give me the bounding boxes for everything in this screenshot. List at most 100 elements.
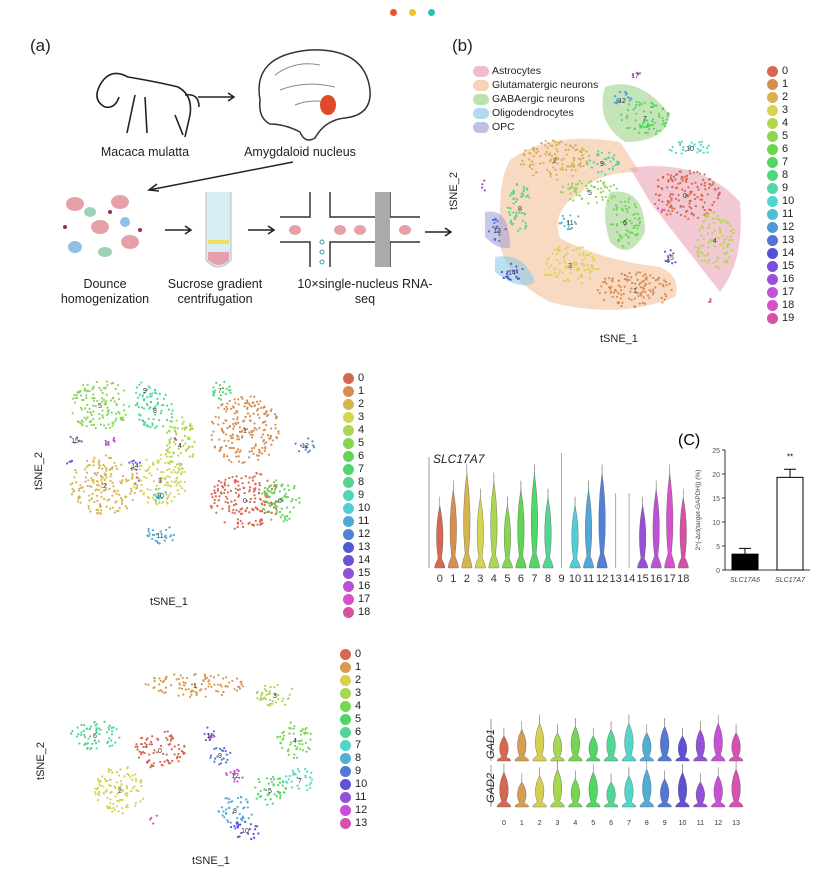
cell-point: [563, 259, 566, 262]
cell-point: [550, 273, 553, 276]
cell-point: [151, 529, 154, 532]
cell-point: [90, 413, 93, 417]
legend-swatch: [767, 144, 778, 155]
cell-point: [535, 147, 539, 151]
cell-point: [576, 182, 580, 186]
cell-point: [615, 102, 619, 105]
cell-point: [306, 788, 309, 792]
legend-swatch: [340, 714, 351, 725]
cell-point: [268, 698, 272, 702]
cell-point: [228, 399, 231, 403]
cell-point: [175, 678, 178, 681]
legend-item: 0: [340, 648, 367, 661]
cell-point: [73, 394, 76, 397]
cell-point: [156, 401, 160, 404]
cell-point: [110, 473, 113, 476]
legend-item: 3: [767, 104, 794, 117]
cell-point: [114, 465, 117, 468]
cell-point: [225, 387, 228, 390]
legend-label: 3: [355, 687, 362, 700]
legend-item: 6: [343, 450, 370, 463]
cell-point: [162, 471, 165, 474]
cell-point: [298, 742, 301, 746]
cell-point: [235, 509, 238, 512]
cell-point: [718, 191, 721, 194]
legend-label: 16: [358, 579, 371, 592]
legend-swatch: [343, 490, 354, 501]
cell-point: [141, 751, 145, 754]
cell-point: [217, 479, 220, 483]
cell-point: [168, 476, 171, 479]
cell-point: [627, 96, 630, 99]
cell-point: [108, 728, 111, 731]
violin: [496, 764, 511, 808]
cell-point: [170, 455, 173, 458]
cell-point: [100, 491, 103, 494]
legend-label: Oligodendrocytes: [492, 106, 574, 119]
legend-swatch: [343, 581, 354, 592]
cell-point: [181, 687, 184, 690]
cell-point: [243, 419, 246, 422]
cell-point: [115, 404, 118, 407]
cell-point: [92, 404, 95, 407]
legend-swatch: [343, 438, 354, 449]
cell-point: [83, 468, 87, 471]
cell-point: [648, 124, 652, 128]
cell-point: [511, 269, 514, 272]
cell-point: [549, 158, 553, 161]
cluster-7: [620, 100, 670, 135]
cell-point: [277, 783, 280, 787]
cell-point: [525, 195, 528, 198]
cell-point: [557, 157, 560, 161]
cell-point: [708, 178, 711, 181]
legend-item: 10: [767, 195, 794, 208]
cell-point: [636, 232, 639, 235]
cell-point: [512, 189, 515, 192]
cell-point: [582, 254, 585, 257]
cell-point: [544, 153, 547, 156]
cell-point: [115, 492, 118, 495]
cell-point: [263, 503, 266, 507]
cell-point: [149, 488, 152, 492]
cell-point: [96, 499, 99, 502]
violin: [532, 767, 547, 808]
cell-point: [715, 265, 718, 268]
cell-point: [247, 817, 250, 820]
cell-point: [555, 173, 558, 176]
cell-point: [718, 217, 721, 221]
cell-point: [609, 285, 613, 288]
cell-point: [625, 229, 628, 232]
cell-point: [236, 521, 239, 524]
cell-point: [135, 386, 139, 389]
cell-point: [297, 787, 300, 790]
cell-point: [111, 771, 114, 774]
cell-point: [234, 421, 237, 424]
legend-item: 16: [343, 580, 370, 593]
cell-point: [169, 485, 173, 488]
cell-point: [275, 507, 278, 510]
cell-point: [266, 703, 270, 706]
cell-point: [509, 194, 512, 197]
cell-point: [575, 193, 578, 197]
cell-point: [561, 214, 564, 218]
cell-point: [513, 197, 516, 200]
cell-point: [487, 230, 490, 233]
cell-point: [681, 148, 685, 151]
legend-label: 12: [358, 527, 371, 540]
cell-point: [248, 431, 251, 434]
arrow-icon: [147, 161, 294, 192]
cell-point: [175, 419, 178, 422]
cell-point: [725, 251, 729, 254]
cell-point: [618, 91, 621, 94]
cell-point: [680, 140, 683, 143]
cell-point: [114, 501, 117, 504]
cell-point: [520, 195, 523, 198]
cell-point: [115, 770, 119, 774]
cell-point: [99, 784, 103, 787]
cell-point: [279, 791, 282, 795]
cell-point: [98, 733, 101, 736]
cell-point: [89, 747, 92, 751]
cell-point: [226, 685, 229, 688]
monkey-illustration: [96, 72, 200, 138]
